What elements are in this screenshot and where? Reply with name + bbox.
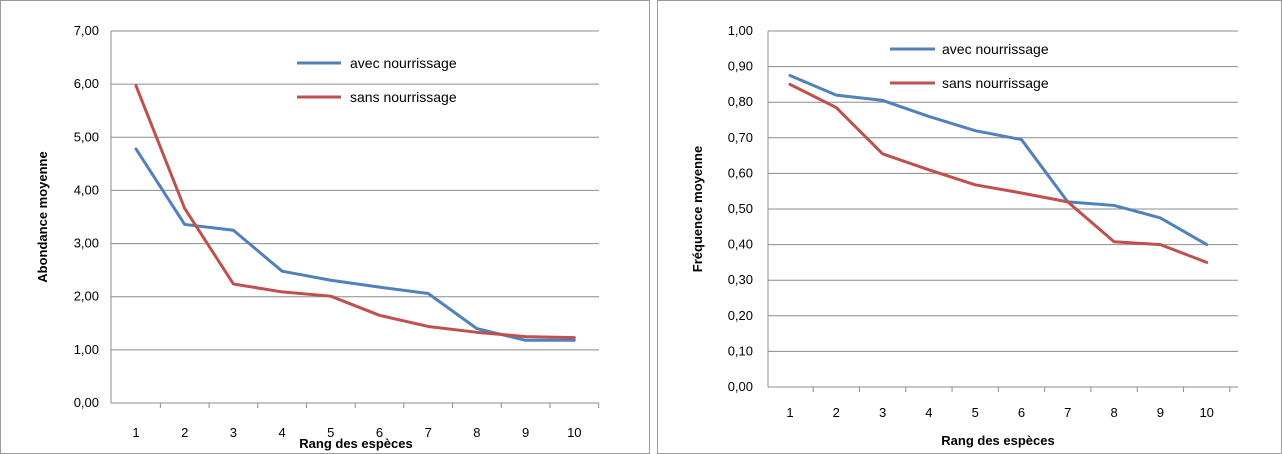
frequency-x-tick-label: 6 (1018, 405, 1025, 420)
frequency-y-tick-label: 0,90 (728, 59, 753, 74)
frequency-y-tick-label: 0,50 (728, 201, 753, 216)
frequency-x-tick-label: 7 (1064, 405, 1071, 420)
abundance-y-tick-label: 6,00 (74, 76, 99, 91)
abundance-x-tick-label: 6 (376, 425, 383, 440)
frequency-x-tick-label: 5 (972, 405, 979, 420)
frequency-legend-label: avec nourrissage (942, 41, 1049, 57)
frequency-x-tick-label: 2 (833, 405, 840, 420)
frequency-y-tick-label: 0,70 (728, 130, 753, 145)
frequency-series-line-sans (788, 82, 1209, 264)
frequency-x-tick-label: 3 (879, 405, 886, 420)
abundance-series-line-avec (134, 147, 576, 342)
abundance-chart-panel: 0,00 1,00 2,00 3,00 4,00 5,00 6,00 7,00 1 2 3 4 5 6 7 8… (0, 0, 650, 454)
frequency-x-axis-title: Rang des espèces (941, 433, 1054, 448)
abundance-x-tick-label: 3 (230, 425, 237, 440)
abundance-legend-label: sans nourrissage (350, 89, 457, 105)
frequency-y-tick-label: 0,00 (728, 379, 753, 394)
frequency-x-tick-label: 8 (1110, 405, 1117, 420)
abundance-x-tick-label: 4 (278, 425, 285, 440)
abundance-x-tick-label: 7 (425, 425, 432, 440)
abundance-y-tick-label: 4,00 (74, 182, 99, 197)
abundance-x-tick-label: 9 (522, 425, 529, 440)
frequency-x-tick-label: 4 (925, 405, 932, 420)
frequency-chart: 0,00 0,10 0,20 0,30 0,40 0,50 0,60 0,70 0,80 0,90… (690, 23, 1238, 448)
abundance-y-tick-label: 5,00 (74, 129, 99, 144)
abundance-x-tick-label: 1 (132, 425, 139, 440)
frequency-x-tick-label: 9 (1157, 405, 1164, 420)
frequency-y-tick-label: 0,30 (728, 272, 753, 287)
abundance-chart: 0,00 1,00 2,00 3,00 4,00 5,00 6,00 7,00 1 2 3 4 5 6 7 8… (35, 23, 600, 451)
abundance-y-tick-label: 3,00 (74, 236, 99, 251)
frequency-chart-panel: 0,00 0,10 0,20 0,30 0,40 0,50 0,60 0,70 0,80 0,90… (657, 0, 1282, 454)
frequency-y-tick-label: 1,00 (728, 23, 753, 38)
frequency-x-tick-label: 10 (1199, 405, 1213, 420)
frequency-y-tick-label: 0,80 (728, 94, 753, 109)
abundance-y-tick-label: 2,00 (74, 289, 99, 304)
abundance-x-axis-title: Rang des espèces (299, 436, 412, 451)
abundance-x-tick-label: 10 (567, 425, 581, 440)
abundance-y-axis-title: Abondance moyenne (35, 151, 50, 282)
abundance-y-tick-label: 0,00 (74, 395, 99, 410)
abundance-y-tick-label: 7,00 (74, 23, 99, 38)
frequency-series-line-avec (788, 74, 1209, 247)
frequency-y-tick-label: 0,40 (728, 237, 753, 252)
abundance-x-tick-label: 2 (181, 425, 188, 440)
frequency-y-tick-label: 0,60 (728, 165, 753, 180)
abundance-series-line-sans (134, 84, 576, 340)
abundance-x-tick-label: 5 (327, 425, 334, 440)
frequency-y-tick-label: 0,20 (728, 308, 753, 323)
abundance-legend-label: avec nourrissage (350, 55, 457, 71)
frequency-x-tick-label: 1 (786, 405, 793, 420)
abundance-x-tick-label: 8 (473, 425, 480, 440)
frequency-legend-label: sans nourrissage (942, 75, 1049, 91)
frequency-y-axis-title: Fréquence moyenne (690, 146, 705, 272)
frequency-y-tick-label: 0,10 (728, 343, 753, 358)
abundance-y-tick-label: 1,00 (74, 342, 99, 357)
